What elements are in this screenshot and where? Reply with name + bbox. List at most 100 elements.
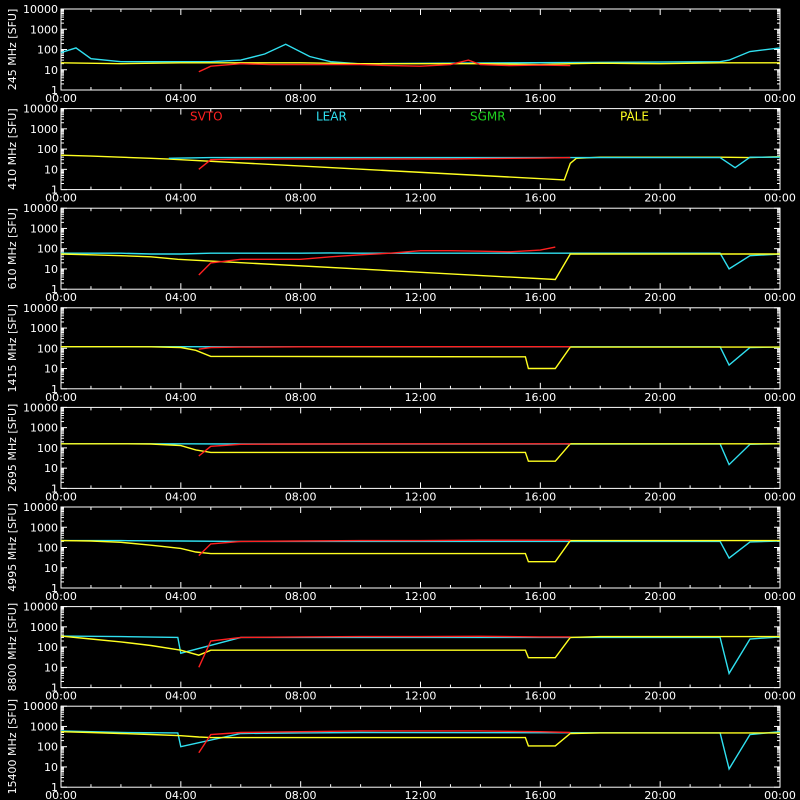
x-tick-label: 12:00 xyxy=(405,192,437,205)
series-line-pale xyxy=(61,443,780,462)
x-tick-label: 00:00 xyxy=(764,490,796,503)
series-line-lear xyxy=(61,539,781,560)
x-tick-label: 00:00 xyxy=(45,92,77,105)
y-tick-label: 100 xyxy=(37,143,58,156)
y-tick-label: 1000 xyxy=(30,720,58,733)
series-line-lear xyxy=(61,252,781,270)
x-tick-label: 12:00 xyxy=(405,291,437,304)
x-tick-label: 04:00 xyxy=(165,590,197,603)
x-tick-label: 00:00 xyxy=(764,92,796,105)
plot-frame xyxy=(60,406,781,489)
x-tick-label: 04:00 xyxy=(165,789,197,800)
x-tick-label: 00:00 xyxy=(764,291,796,304)
x-tick-label: 12:00 xyxy=(405,490,437,503)
y-tick-label: 10000 xyxy=(23,401,58,414)
plot-frame xyxy=(60,207,781,290)
x-tick-label: 20:00 xyxy=(644,192,676,205)
x-tick-label: 04:00 xyxy=(165,391,197,404)
series-line-lear xyxy=(60,43,781,65)
series-line-svto xyxy=(198,443,571,457)
y-axis-label: 8800 MHz [SFU] xyxy=(6,603,19,691)
x-tick-label: 12:00 xyxy=(405,789,437,800)
series-line-pale xyxy=(60,62,780,66)
y-tick-label: 10000 xyxy=(23,601,58,614)
y-tick-label: 1000 xyxy=(30,621,58,634)
x-tick-label: 20:00 xyxy=(644,391,676,404)
legend-svto: SVTO xyxy=(190,110,223,124)
x-tick-label: 04:00 xyxy=(165,192,197,205)
y-tick-label: 10 xyxy=(44,761,58,774)
x-tick-label: 20:00 xyxy=(644,690,676,703)
y-tick-label: 10000 xyxy=(23,501,58,514)
x-tick-label: 08:00 xyxy=(285,690,317,703)
series-line-svto xyxy=(198,346,571,350)
y-tick-label: 10 xyxy=(44,462,58,475)
y-tick-label: 1000 xyxy=(30,422,58,435)
y-axis-label: 4995 MHz [SFU] xyxy=(6,503,19,591)
y-axis-label: 1415 MHz [SFU] xyxy=(6,304,19,392)
panel-4995-mhz-sfu: 1 10 100 1000 10000 00:00 04:00 08:00 12:00 16:00… xyxy=(6,501,796,603)
x-tick-label: 04:00 xyxy=(165,291,197,304)
x-tick-label: 20:00 xyxy=(644,490,676,503)
series-line-lear xyxy=(60,730,781,771)
x-tick-label: 04:00 xyxy=(165,92,197,105)
y-tick-label: 1000 xyxy=(30,23,58,36)
y-tick-label: 10 xyxy=(44,263,58,276)
x-tick-label: 00:00 xyxy=(764,192,796,205)
y-tick-label: 1 xyxy=(51,482,58,495)
y-tick-label: 10 xyxy=(44,363,58,376)
series-line-lear xyxy=(61,443,781,466)
y-tick-label: 100 xyxy=(37,641,58,654)
x-tick-label: 00:00 xyxy=(764,590,796,603)
panel-1415-mhz-sfu: 1 10 100 1000 10000 00:00 04:00 08:00 12:00 16:00… xyxy=(6,302,796,404)
panel-410-mhz-sfu: 1 10 100 1000 10000 00:00 04:00 08:00 12:00 16:00… xyxy=(6,103,796,205)
x-tick-label: 16:00 xyxy=(524,789,556,800)
x-tick-label: 00:00 xyxy=(45,391,77,404)
series-line-svto xyxy=(198,635,571,668)
y-tick-label: 1000 xyxy=(30,521,58,534)
y-tick-label: 1 xyxy=(51,283,58,296)
x-tick-label: 16:00 xyxy=(524,291,556,304)
y-tick-label: 10 xyxy=(44,562,58,575)
x-tick-label: 08:00 xyxy=(285,291,317,304)
y-tick-label: 1 xyxy=(51,582,58,595)
y-tick-label: 10 xyxy=(44,163,58,176)
x-tick-label: 12:00 xyxy=(405,391,437,404)
y-tick-label: 1 xyxy=(51,781,58,794)
y-tick-label: 10000 xyxy=(23,3,58,16)
y-tick-label: 100 xyxy=(37,741,58,754)
plot-frame xyxy=(60,705,781,788)
panel-8800-mhz-sfu: 1 10 100 1000 10000 00:00 04:00 08:00 12:00 16:00… xyxy=(6,601,796,703)
x-tick-label: 08:00 xyxy=(285,789,317,800)
y-axis-label: 15400 MHz [SFU] xyxy=(6,699,19,794)
y-axis-label: 410 MHz [SFU] xyxy=(6,108,19,189)
y-axis-label: 245 MHz [SFU] xyxy=(6,9,19,90)
x-tick-label: 08:00 xyxy=(285,391,317,404)
x-tick-label: 16:00 xyxy=(524,92,556,105)
x-tick-label: 16:00 xyxy=(524,192,556,205)
y-tick-label: 10 xyxy=(44,64,58,77)
x-tick-label: 00:00 xyxy=(45,490,77,503)
y-tick-label: 1000 xyxy=(30,322,58,335)
x-tick-label: 00:00 xyxy=(45,590,77,603)
legend-sgmr: SGMR xyxy=(470,110,506,124)
x-tick-label: 12:00 xyxy=(405,92,437,105)
legend-pale: PALE xyxy=(620,110,649,124)
panel-610-mhz-sfu: 1 10 100 1000 10000 00:00 04:00 08:00 12:00 16:00… xyxy=(6,202,796,304)
legend-lear: LEAR xyxy=(316,110,347,124)
plot-frame xyxy=(60,606,781,689)
x-tick-label: 16:00 xyxy=(524,391,556,404)
y-tick-label: 1 xyxy=(51,383,58,396)
x-tick-label: 00:00 xyxy=(764,391,796,404)
y-tick-label: 100 xyxy=(37,442,58,455)
panel-2695-mhz-sfu: 1 10 100 1000 10000 00:00 04:00 08:00 12:00 16:00… xyxy=(6,401,796,503)
x-tick-label: 08:00 xyxy=(285,590,317,603)
x-tick-label: 00:00 xyxy=(764,789,796,800)
series-line-svto xyxy=(198,246,556,276)
series-line-pale xyxy=(60,731,780,747)
x-tick-label: 20:00 xyxy=(644,291,676,304)
y-axis-label: 2695 MHz [SFU] xyxy=(6,404,19,492)
y-tick-label: 1 xyxy=(51,84,58,97)
series-line-lear xyxy=(60,635,781,676)
series-line-lear xyxy=(61,346,781,367)
